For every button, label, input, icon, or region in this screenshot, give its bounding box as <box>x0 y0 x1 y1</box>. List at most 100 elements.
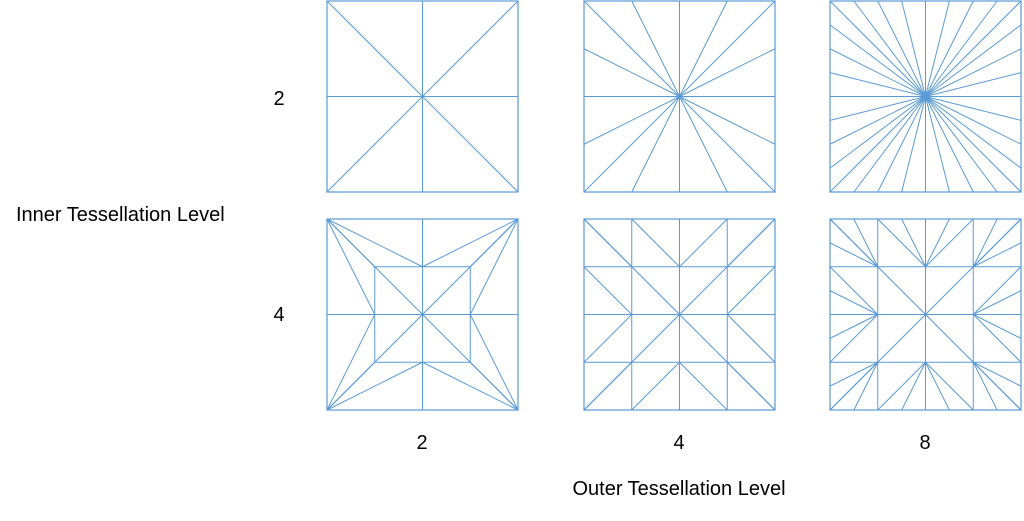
patch-inner-2-outer-2 <box>326 0 519 193</box>
tessellation-edge <box>973 242 1022 268</box>
tessellation-edge <box>631 96 680 193</box>
tessellation-edge <box>422 361 519 411</box>
tessellation-edge <box>901 96 926 193</box>
tessellation-edge <box>829 266 879 315</box>
tessellation-edge <box>583 314 633 363</box>
tessellation-edge <box>853 362 879 411</box>
tessellation-edge <box>925 0 950 97</box>
outer-level-label: 4 <box>673 432 684 454</box>
tessellation-edge <box>925 362 950 411</box>
tessellation-edge <box>326 314 376 411</box>
tessellation-edge <box>631 361 680 411</box>
tessellation-edge <box>679 0 728 97</box>
tessellation-edge <box>925 0 998 97</box>
patch-inner-4-outer-2 <box>326 218 519 411</box>
tessellation-edge <box>631 218 680 268</box>
tessellation-edge <box>326 0 423 97</box>
patch-inner-4-outer-4 <box>583 218 776 411</box>
inner-axis-label: Inner Tessellation Level <box>16 204 225 226</box>
tessellation-edge <box>726 314 776 363</box>
tessellation-edge <box>877 218 926 268</box>
tessellation-edge <box>925 96 1022 169</box>
tessellation-edge <box>925 96 1022 121</box>
tessellation-edge <box>972 218 998 267</box>
tessellation-edge <box>422 0 519 97</box>
tessellation-edge <box>726 218 776 268</box>
tessellation-edge <box>583 48 680 97</box>
outer-axis-label: Outer Tessellation Level <box>572 478 785 500</box>
tessellation-edge <box>679 361 728 411</box>
tessellation-edge <box>469 361 519 411</box>
tessellation-edge <box>925 72 1022 97</box>
tessellation-edge <box>829 96 926 121</box>
tessellation-edge <box>469 218 519 315</box>
tessellation-edge <box>925 218 974 268</box>
tessellation-edge <box>829 96 926 193</box>
tessellation-edge <box>877 0 926 97</box>
tessellation-edge <box>877 361 926 411</box>
tessellation-edge <box>877 266 974 363</box>
tessellation-edge <box>973 314 1022 339</box>
tessellation-edge <box>679 96 776 193</box>
patch-inner-2-outer-8 <box>829 0 1022 193</box>
tessellation-edge <box>583 266 633 315</box>
tessellation-edge <box>972 266 1022 315</box>
tessellation-edge <box>877 96 926 193</box>
tessellation-edge <box>829 361 878 387</box>
tessellation-edge <box>925 0 1022 97</box>
tessellation-edge <box>829 290 878 315</box>
tessellation-edge <box>925 361 974 411</box>
tessellation-edge <box>374 266 471 363</box>
tessellation-edge <box>631 266 728 363</box>
tessellation-edge <box>829 24 926 97</box>
tessellation-edge <box>925 96 974 193</box>
tessellation-edge <box>422 218 519 268</box>
tessellation-edge <box>326 361 376 411</box>
tessellation-edge <box>829 0 926 97</box>
tessellation-edge <box>679 48 776 97</box>
tessellation-edge <box>925 24 1022 97</box>
tessellation-edge <box>853 218 879 267</box>
tessellation-edge <box>901 362 926 411</box>
tessellation-edge <box>829 96 926 145</box>
tessellation-edge <box>679 96 776 145</box>
tessellation-edge <box>973 361 1022 387</box>
tessellation-edge <box>925 218 950 267</box>
tessellation-edge <box>469 218 519 268</box>
tessellation-edge <box>679 96 728 193</box>
tessellation-edge <box>726 361 776 411</box>
patch-inner-2-outer-4 <box>583 0 776 193</box>
tessellation-edge <box>583 0 680 97</box>
tessellation-edge <box>326 218 376 315</box>
tessellation-edge <box>829 361 879 411</box>
tessellation-edge <box>829 242 878 268</box>
tessellation-edge <box>583 218 633 268</box>
tessellation-edge <box>631 0 680 97</box>
tessellation-edge <box>853 0 926 97</box>
inner-level-label: 2 <box>273 88 284 110</box>
tessellation-edge <box>925 96 998 193</box>
tessellation-edge <box>583 361 633 411</box>
tessellation-edge <box>925 96 950 193</box>
tessellation-edge <box>326 218 423 268</box>
patch-inner-4-outer-8 <box>829 218 1022 411</box>
tessellation-edge <box>829 48 926 97</box>
tessellation-edge <box>679 0 776 97</box>
tessellation-edge <box>972 218 1022 268</box>
tessellation-edge <box>326 96 423 193</box>
tessellation-edge <box>829 72 926 97</box>
tessellation-edge <box>925 96 1022 145</box>
tessellation-edge <box>901 218 926 267</box>
tessellation-edge <box>925 48 1022 97</box>
tessellation-edge <box>583 96 680 145</box>
tessellation-edge <box>829 314 879 363</box>
tessellation-edge <box>901 0 926 97</box>
tessellation-edge <box>469 314 519 411</box>
patch-grid <box>326 0 1022 411</box>
tessellation-edge <box>829 218 879 268</box>
tessellation-edge <box>925 96 1022 193</box>
tessellation-edge <box>583 96 680 193</box>
tessellation-edge <box>726 266 776 315</box>
